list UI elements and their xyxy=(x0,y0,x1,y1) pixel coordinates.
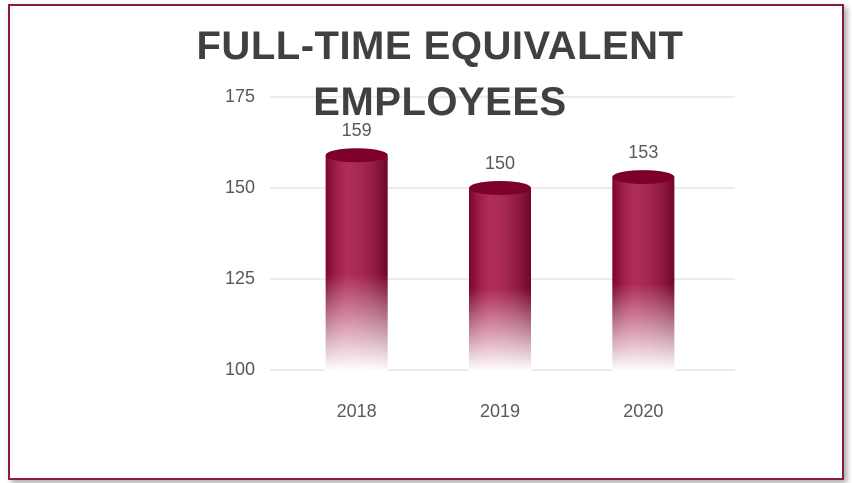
bar-fade xyxy=(611,177,676,371)
x-tick-label: 2018 xyxy=(337,401,377,421)
chart-title: FULL-TIME EQUIVALENT EMPLOYEES xyxy=(196,24,684,124)
y-tick-label: 125 xyxy=(225,268,255,288)
data-label: 150 xyxy=(485,153,515,173)
bar-top xyxy=(325,148,388,163)
y-tick-label: 150 xyxy=(225,177,255,197)
data-label: 159 xyxy=(342,120,372,140)
chart-frame xyxy=(8,4,844,480)
y-tick-label: 100 xyxy=(225,359,255,379)
bar-top xyxy=(612,170,675,185)
bar-top xyxy=(469,181,531,195)
bar-fade xyxy=(468,188,532,371)
x-tick-label: 2020 xyxy=(623,401,663,421)
data-label: 153 xyxy=(628,142,658,162)
x-tick-label: 2019 xyxy=(480,401,520,421)
bar-fade xyxy=(324,155,389,371)
y-tick-label: 175 xyxy=(225,86,255,106)
